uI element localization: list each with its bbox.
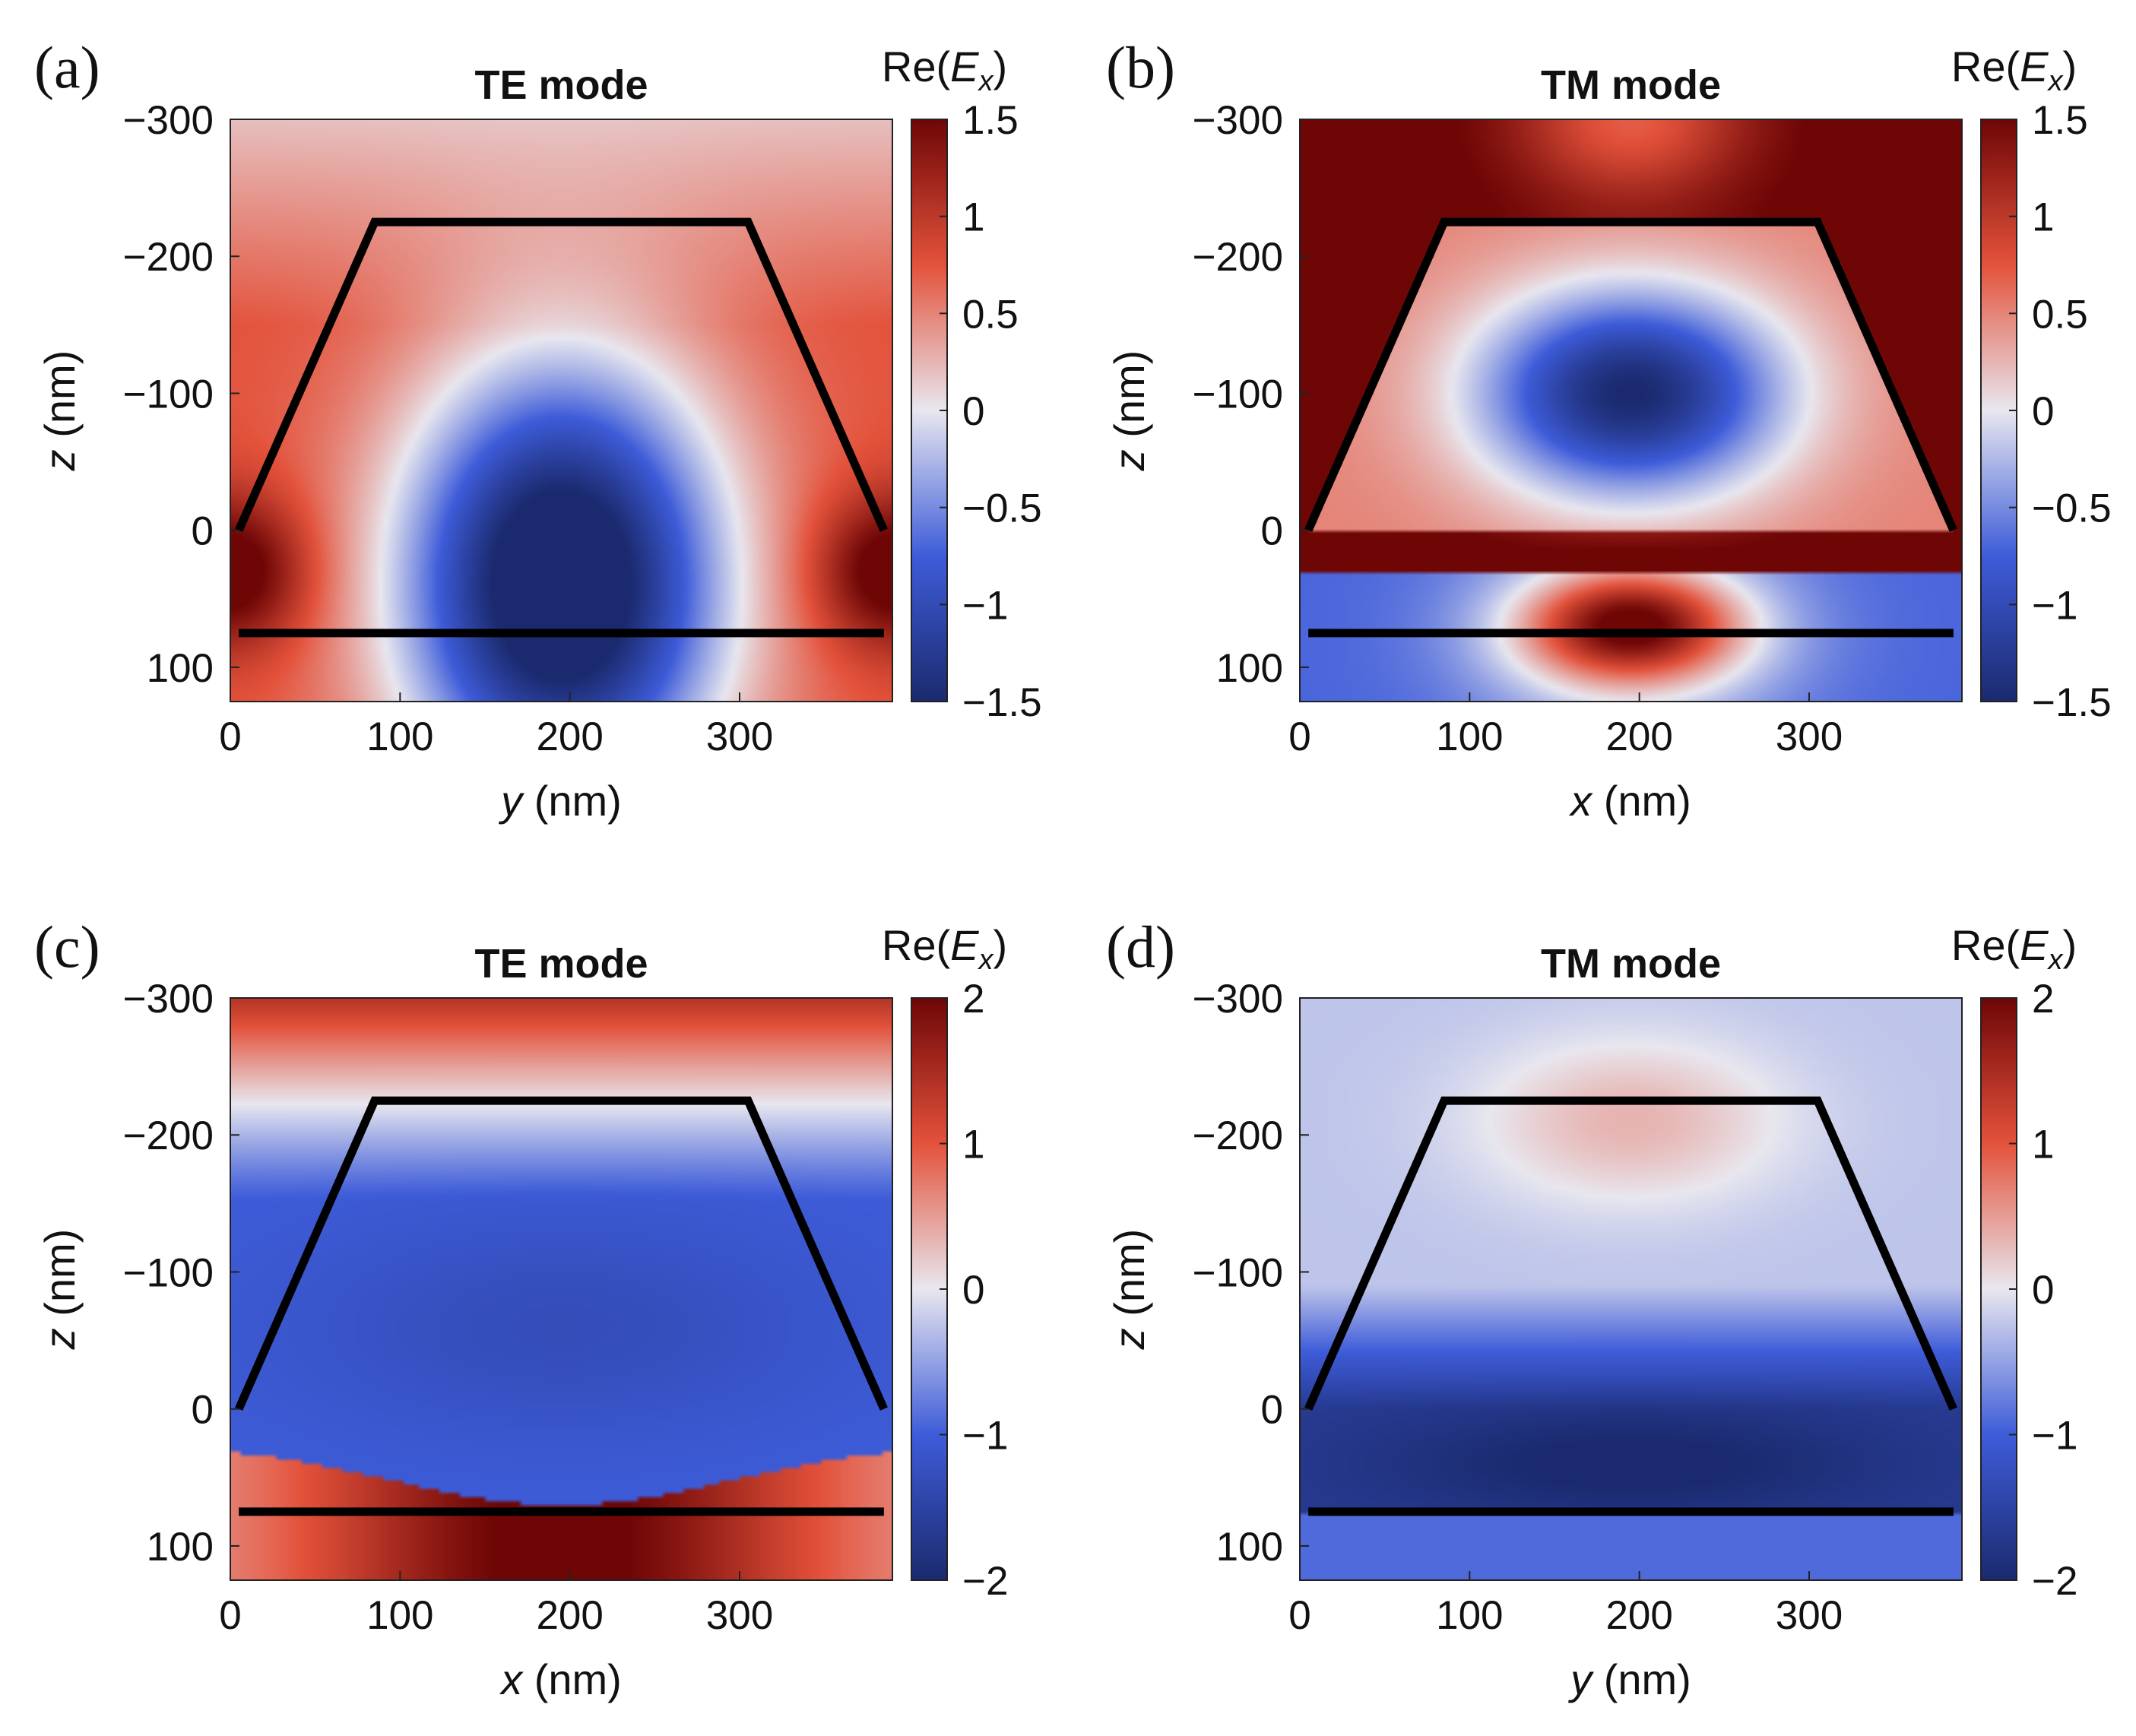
panel-title: TE mode xyxy=(474,62,648,108)
colorbar-tick-label: 0.5 xyxy=(962,292,1019,337)
y-tick-label: −300 xyxy=(123,98,214,143)
colorbar-tick-label: 0 xyxy=(962,389,984,434)
x-axis-label: y (nm) xyxy=(1567,1655,1691,1703)
colorbar-tick-label: −1 xyxy=(962,583,1008,628)
colorbar-tick-label: 2 xyxy=(962,977,984,1022)
x-tick-label: 100 xyxy=(366,714,433,759)
waveguide-outline xyxy=(235,1096,888,1411)
x-tick-label: 200 xyxy=(536,1593,603,1638)
heatmap-image xyxy=(230,998,892,1580)
waveguide-outline xyxy=(235,217,888,532)
x-axis-label: y (nm) xyxy=(498,777,622,825)
colorbar-label: Re(Ex) xyxy=(882,921,1007,976)
heatmap-image xyxy=(1300,119,1962,702)
y-tick-label: −300 xyxy=(1193,977,1283,1022)
y-tick-label: −100 xyxy=(123,1250,214,1295)
panel-title: TM mode xyxy=(1541,941,1721,987)
colorbar-label: Re(Ex) xyxy=(1951,921,2077,976)
x-tick-label: 200 xyxy=(536,714,603,759)
colorbar-tick-label: 2 xyxy=(2032,977,2054,1022)
heatmap-image xyxy=(1300,998,1962,1580)
x-tick-label: 300 xyxy=(706,1593,773,1638)
colorbar-tick-label: −1.5 xyxy=(962,680,1042,725)
y-tick-label: −300 xyxy=(123,977,214,1022)
y-axis-label: z (nm) xyxy=(1105,350,1153,472)
y-tick-label: 0 xyxy=(192,1388,214,1433)
x-tick-label: 100 xyxy=(366,1593,433,1638)
y-tick-label: −200 xyxy=(123,235,214,280)
axes-frame xyxy=(230,997,893,1581)
waveguide-outline xyxy=(1304,1096,1957,1411)
x-tick-label: 100 xyxy=(1436,714,1503,759)
colorbar-tick-label: −1 xyxy=(962,1414,1008,1459)
colorbar-tick-label: 1 xyxy=(2032,195,2054,240)
x-tick-label: 200 xyxy=(1605,1593,1672,1638)
colorbar-tick-label: −0.5 xyxy=(962,486,1042,531)
y-tick-label: −200 xyxy=(1193,1114,1283,1158)
y-tick-label: 100 xyxy=(147,646,214,691)
x-tick-label: 100 xyxy=(1436,1593,1503,1638)
y-tick-label: −200 xyxy=(123,1114,214,1158)
axes-frame xyxy=(1299,997,1963,1581)
colorbar-tick-label: −0.5 xyxy=(2032,486,2112,531)
colorbar-tick-label: 0 xyxy=(962,1268,984,1313)
x-tick-label: 300 xyxy=(706,714,773,759)
y-axis-label: z (nm) xyxy=(36,350,84,472)
y-tick-label: 0 xyxy=(1261,1388,1283,1433)
colorbar-tick-label: −2 xyxy=(2032,1559,2077,1604)
x-axis-label: x (nm) xyxy=(499,1655,622,1703)
y-tick-label: 0 xyxy=(192,509,214,554)
x-tick-label: 300 xyxy=(1776,714,1843,759)
y-tick-label: 100 xyxy=(1216,1525,1283,1570)
y-axis-label: z (nm) xyxy=(1105,1229,1153,1351)
colorbar-tick-label: 1 xyxy=(962,195,984,240)
colorbar-label: Re(Ex) xyxy=(882,43,1007,97)
y-tick-label: −100 xyxy=(1193,1250,1283,1295)
x-tick-label: 0 xyxy=(219,714,241,759)
x-tick-label: 200 xyxy=(1605,714,1672,759)
colorbar-tick-label: −1 xyxy=(2032,583,2077,628)
y-tick-label: 100 xyxy=(1216,646,1283,691)
y-tick-label: 100 xyxy=(147,1525,214,1570)
x-tick-label: 0 xyxy=(219,1593,241,1638)
colorbar-tick-label: 0 xyxy=(2032,389,2054,434)
x-axis-label: x (nm) xyxy=(1568,777,1691,825)
panel-label: (b) xyxy=(1106,34,1175,100)
colorbar-tick-label: 0.5 xyxy=(2032,292,2088,337)
colorbar-tick-label: 0 xyxy=(2032,1268,2054,1313)
x-tick-label: 300 xyxy=(1776,1593,1843,1638)
waveguide-outline xyxy=(1304,217,1957,532)
y-tick-label: −100 xyxy=(1193,372,1283,417)
colorbar-tick-label: −2 xyxy=(962,1559,1008,1604)
y-tick-label: −300 xyxy=(1193,98,1283,143)
colorbar-tick-label: 1 xyxy=(962,1123,984,1167)
axes-frame xyxy=(230,119,893,702)
panel-label: (d) xyxy=(1106,914,1175,980)
colorbar-tick-label: −1 xyxy=(2032,1414,2077,1459)
colorbar-tick-label: 1 xyxy=(2032,1123,2054,1167)
y-tick-label: −200 xyxy=(1193,235,1283,280)
panel-label: (a) xyxy=(34,34,100,100)
colorbar-tick-label: 1.5 xyxy=(2032,98,2088,143)
axes-frame xyxy=(1299,119,1963,702)
colorbar-tick-label: 1.5 xyxy=(962,98,1019,143)
y-tick-label: 0 xyxy=(1261,509,1283,554)
x-tick-label: 0 xyxy=(1288,714,1310,759)
x-tick-label: 0 xyxy=(1288,1593,1310,1638)
colorbar-tick-label: −1.5 xyxy=(2032,680,2112,725)
colorbar-label: Re(Ex) xyxy=(1951,43,2077,97)
y-axis-label: z (nm) xyxy=(36,1229,84,1351)
y-tick-label: −100 xyxy=(123,372,214,417)
panel-title: TM mode xyxy=(1541,62,1721,108)
heatmap-image xyxy=(230,119,892,702)
panel-label: (c) xyxy=(34,914,100,980)
panel-title: TE mode xyxy=(474,941,648,987)
